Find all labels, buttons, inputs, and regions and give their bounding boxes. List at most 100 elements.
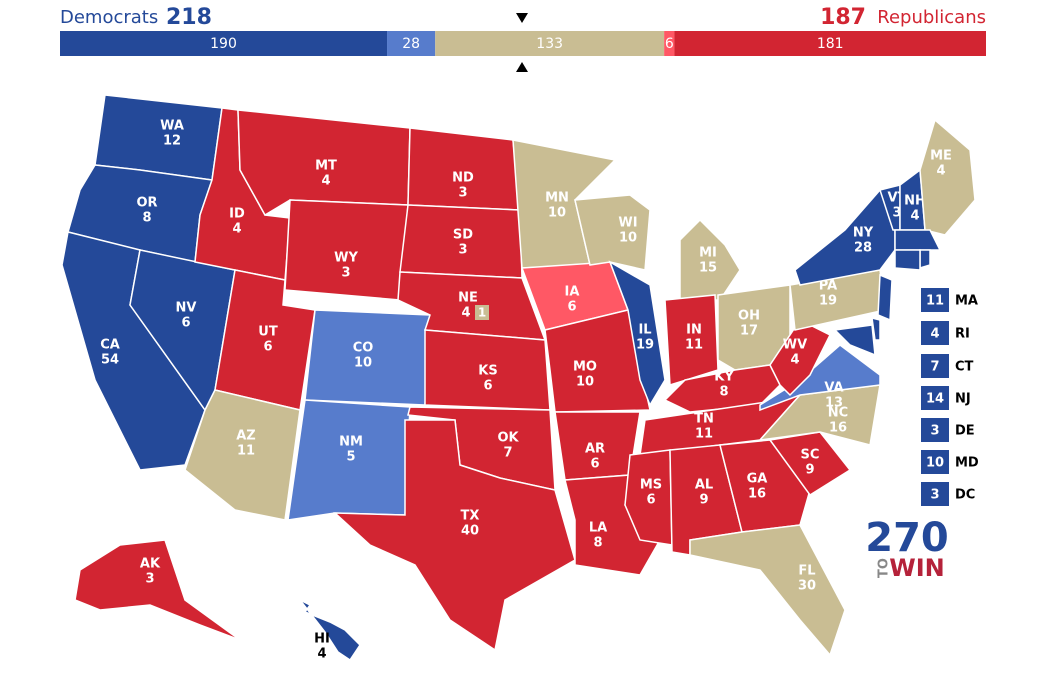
bar-segment	[60, 31, 388, 56]
state-abbr: CT	[955, 360, 974, 375]
state-shape	[299, 599, 361, 662]
state-abbr: TX	[461, 509, 480, 524]
state-votes: 5	[346, 450, 355, 465]
state-abbr: NJ	[955, 392, 971, 407]
state-votes: 17	[740, 324, 758, 339]
state-votes: 13	[825, 396, 843, 411]
state-votes: 6	[483, 379, 492, 394]
state-abbr: MS	[640, 478, 662, 493]
logo: 270 TO WIN	[865, 515, 949, 582]
state-abbr: NV	[176, 301, 197, 316]
state-shape	[919, 249, 931, 270]
state-votes: 3	[458, 243, 467, 258]
state-abbr: OR	[136, 196, 157, 211]
state-votes: 7	[930, 360, 939, 375]
state-abbr: UT	[258, 325, 278, 340]
state-votes: 4	[936, 164, 945, 179]
state-votes: 10	[548, 206, 566, 221]
state-abbr: KS	[478, 364, 497, 379]
state-votes: 54	[101, 353, 119, 368]
state-shape	[894, 229, 942, 251]
district-votes: 1	[478, 306, 486, 320]
state-votes: 3	[930, 488, 939, 503]
state-votes: 28	[854, 241, 872, 256]
logo-win: WIN	[889, 554, 945, 582]
callout-box	[921, 450, 949, 474]
state-votes: 4	[232, 222, 241, 237]
state-abbr: AR	[585, 442, 605, 457]
dem-total: 218	[166, 5, 212, 30]
state-abbr: NH	[904, 194, 926, 209]
state-shape	[894, 249, 921, 271]
state-votes: 10	[926, 456, 944, 471]
state-votes: 6	[590, 457, 599, 472]
state-shape	[877, 273, 893, 322]
state-votes: 10	[619, 231, 637, 246]
state-votes: 3	[145, 572, 154, 587]
us-map: WA12OR8CA54NV6ID4MT4WY3UT6AZ11CO10NM5ND3…	[61, 94, 979, 662]
state-votes: 9	[699, 493, 708, 508]
tally-bar: 190 28 133 6 181	[60, 31, 986, 56]
state-shape	[608, 260, 666, 407]
state-abbr: GA	[747, 472, 768, 487]
state-abbr: NY	[853, 226, 874, 241]
state-abbr: CA	[100, 338, 120, 353]
state-votes: 8	[593, 536, 602, 551]
callout-box	[921, 321, 949, 345]
state-shape	[333, 419, 576, 652]
state-shape	[74, 539, 241, 641]
bar-segment	[674, 31, 986, 56]
state-votes: 16	[829, 421, 847, 436]
state-abbr: MT	[315, 159, 337, 174]
logo-number: 270	[865, 515, 949, 561]
state-votes: 40	[461, 524, 479, 539]
logo-to: TO	[877, 558, 892, 578]
state-votes: 11	[685, 338, 703, 353]
state-votes: 11	[926, 294, 944, 309]
state-votes: 16	[748, 487, 766, 502]
state-abbr: RI	[955, 327, 970, 342]
state-shape	[794, 189, 896, 286]
callout-box	[921, 386, 949, 410]
bar-segment-label: 133	[536, 36, 563, 52]
state-votes: 12	[163, 134, 181, 149]
state-shape	[769, 319, 832, 397]
state-abbr: NM	[339, 435, 363, 450]
state-abbr: ND	[452, 171, 474, 186]
state-abbr: CO	[353, 341, 374, 356]
state-votes: 19	[819, 294, 837, 309]
state-abbr: MO	[573, 360, 597, 375]
state-votes: 9	[805, 463, 814, 478]
state-votes: 14	[926, 392, 944, 407]
state-votes: 7	[503, 446, 512, 461]
state-votes: 10	[576, 375, 594, 390]
state-abbr: WA	[160, 119, 184, 134]
state-abbr: NE	[458, 291, 478, 306]
bar-segment-label: 28	[402, 36, 420, 52]
callout-box	[921, 354, 949, 378]
state-votes: 6	[181, 316, 190, 331]
state-abbr: MD	[955, 456, 979, 471]
state-votes: 6	[567, 300, 576, 315]
bar-segment	[387, 31, 436, 56]
state-votes: 11	[695, 427, 713, 442]
marker-top	[516, 13, 528, 23]
state-abbr: IA	[565, 285, 580, 300]
state-abbr: OH	[738, 309, 760, 324]
state-abbr: OK	[497, 431, 519, 446]
state-votes: 4	[790, 353, 799, 368]
state-abbr: WI	[618, 216, 637, 231]
state-abbr: SC	[801, 448, 820, 463]
state-abbr: HI	[314, 632, 330, 647]
state-abbr: WV	[783, 338, 807, 353]
bar-segment	[664, 31, 675, 56]
state-abbr: TN	[694, 412, 714, 427]
callout-box	[921, 288, 949, 312]
state-abbr: MI	[699, 246, 717, 261]
state-shape	[689, 524, 846, 657]
state-abbr: MN	[545, 191, 569, 206]
state-abbr: NC	[828, 406, 848, 421]
state-abbr: MA	[955, 294, 978, 309]
bar-segment-label: 190	[210, 36, 237, 52]
